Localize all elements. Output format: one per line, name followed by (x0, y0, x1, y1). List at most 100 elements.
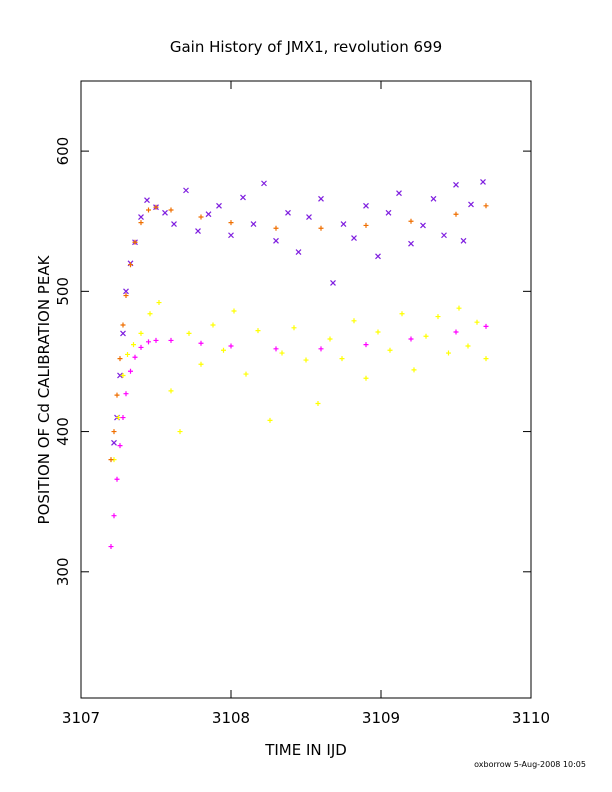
data-point (315, 401, 321, 407)
data-point (120, 330, 126, 337)
data-point (114, 392, 120, 398)
data-point (117, 443, 123, 449)
data-point (168, 388, 174, 394)
data-point (108, 457, 114, 463)
data-point (250, 221, 257, 227)
data-point (138, 330, 144, 336)
data-point (156, 300, 162, 306)
data-point (273, 346, 279, 352)
data-point (120, 415, 126, 421)
data-point (303, 357, 309, 363)
data-point (123, 391, 129, 397)
data-point (285, 209, 291, 216)
data-point (456, 305, 462, 311)
data-point (221, 347, 226, 353)
data-point (351, 318, 357, 324)
data-point (138, 220, 144, 226)
data-point (453, 181, 459, 188)
data-point (117, 372, 123, 379)
data-point (318, 225, 324, 231)
data-point (216, 202, 222, 209)
data-point (177, 429, 183, 435)
data-point (123, 288, 129, 295)
data-series-1 (111, 179, 486, 446)
data-point (146, 339, 151, 345)
data-point (261, 180, 267, 187)
data-point (468, 201, 474, 208)
data-point (144, 197, 150, 204)
data-point (146, 207, 151, 213)
y-tick-label: 300 (54, 557, 72, 586)
data-point (483, 203, 489, 209)
data-point (430, 195, 437, 202)
data-point (339, 356, 345, 362)
data-point (128, 368, 133, 374)
data-point (446, 350, 451, 356)
data-point (408, 240, 414, 247)
data-point (363, 202, 369, 209)
data-point (147, 311, 153, 317)
data-point (460, 237, 467, 244)
data-point (131, 342, 136, 348)
data-point (153, 204, 159, 210)
data-point (228, 232, 234, 239)
x-tick-label: 3107 (62, 709, 100, 727)
data-point (465, 343, 471, 349)
chart-title: Gain History of JMX1, revolution 699 (170, 38, 442, 56)
data-point (474, 319, 480, 325)
data-point (198, 214, 204, 220)
data-series-4 (108, 323, 489, 550)
data-point (375, 329, 381, 335)
data-point (255, 328, 261, 334)
data-point (123, 293, 129, 299)
data-point (295, 249, 302, 256)
data-point (423, 333, 429, 339)
data-point (186, 330, 192, 336)
data-point (228, 343, 234, 349)
data-point (330, 280, 336, 286)
data-point (111, 439, 117, 446)
data-point (138, 214, 144, 220)
data-point (453, 329, 459, 335)
y-axis-label: POSITION OF Cd CALIBRATION PEAK (35, 254, 53, 524)
data-point (435, 314, 441, 320)
data-point (318, 346, 324, 352)
data-point (120, 372, 126, 378)
data-point (168, 337, 174, 343)
x-axis-label: TIME IN IJD (264, 741, 347, 759)
y-tick-label: 400 (54, 417, 72, 446)
data-point (132, 239, 138, 245)
data-point (162, 209, 168, 216)
data-point (351, 235, 357, 241)
data-point (385, 209, 392, 216)
data-point (408, 336, 414, 342)
data-point (117, 356, 123, 362)
data-point (480, 179, 486, 185)
data-point (231, 308, 237, 314)
y-tick-label: 500 (54, 277, 72, 306)
data-point (125, 351, 130, 357)
data-point (210, 322, 216, 328)
data-point (198, 361, 204, 367)
data-point (453, 211, 459, 217)
data-point (420, 222, 426, 229)
data-point (483, 323, 489, 329)
data-point (168, 207, 174, 213)
data-point (441, 232, 447, 239)
data-point (228, 220, 234, 226)
plot-area (80, 80, 532, 699)
data-point (363, 375, 369, 381)
data-point (273, 225, 279, 231)
data-point (120, 322, 126, 328)
data-point (153, 337, 159, 343)
data-point (327, 336, 333, 342)
footer-timestamp: oxborrow 5-Aug-2008 10:05 (474, 760, 586, 769)
axis-ticks: 3107 3108 3109 3110 300 400 500 600 (54, 81, 550, 727)
data-point (132, 354, 138, 360)
data-series-3 (108, 203, 489, 463)
data-point (195, 228, 201, 234)
data-point (318, 195, 324, 202)
y-tick-label: 600 (54, 137, 72, 166)
data-point (138, 344, 144, 350)
